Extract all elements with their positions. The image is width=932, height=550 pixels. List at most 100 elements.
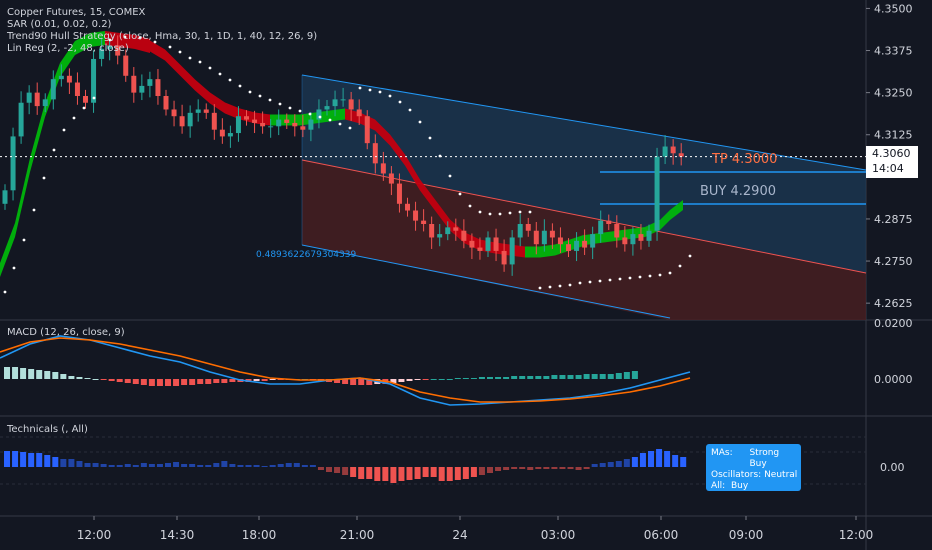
candle-body (549, 230, 555, 238)
candle-body (590, 234, 596, 248)
technicals-bar (398, 467, 405, 481)
candle-body (461, 230, 467, 241)
technicals-bar (4, 451, 10, 467)
technicals-bar (261, 466, 268, 467)
candle-body (107, 45, 113, 49)
candle-body (614, 224, 620, 238)
candle-body (292, 122, 298, 127)
sar-dot (448, 174, 452, 178)
hull-ribbon-segment (135, 35, 150, 53)
macd-histogram-bar (44, 371, 51, 379)
technicals-bar (100, 464, 107, 467)
candle-body (324, 106, 330, 110)
sar-legend[interactable]: SAR (0.01, 0.02, 0.2) (7, 19, 112, 30)
tech-tick-label: 0.00 (880, 461, 905, 474)
candle-body (517, 224, 523, 238)
candle-body (219, 129, 225, 137)
macd-histogram-bar (68, 376, 75, 379)
candle-body (74, 82, 80, 96)
hull-ribbon-segment (420, 179, 435, 211)
hull-ribbon-segment (435, 199, 450, 231)
sar-dot (318, 115, 322, 119)
candle-body (187, 112, 193, 127)
macd-histogram-bar (599, 374, 606, 379)
buy-label: BUY 4.2900 (700, 184, 776, 199)
technicals-bar (350, 467, 357, 477)
technicals-bar (92, 463, 99, 467)
macd-histogram-bar (28, 369, 35, 379)
technicals-bar (116, 465, 123, 467)
current-price-box: 4.3060 14:04 (866, 146, 918, 178)
technicals-bar (615, 461, 622, 467)
macd-histogram-bar (406, 379, 413, 381)
macd-histogram-bar (503, 377, 510, 379)
technicals-legend[interactable]: Technicals (, All) (7, 424, 88, 435)
candle-body (300, 126, 306, 130)
macd-histogram-bar (173, 379, 180, 386)
hull-ribbon-segment (390, 134, 405, 166)
macd-histogram-bar (181, 379, 188, 385)
hull-ribbon-segment (450, 219, 465, 244)
candle-body (396, 183, 402, 204)
technicals-bar (148, 464, 155, 467)
macd-histogram-bar (189, 379, 196, 385)
candle-body (211, 112, 217, 130)
sar-dot (32, 208, 36, 212)
macd-histogram-bar (92, 379, 99, 380)
candle-body (405, 203, 410, 211)
macd-histogram-bar (52, 372, 59, 379)
macd-line (0, 335, 691, 406)
candle-body (356, 109, 362, 117)
macd-histogram-bar (148, 379, 155, 386)
macd-histogram-bar (615, 373, 622, 379)
technicals-bar (68, 459, 75, 467)
macd-histogram-bar (60, 374, 67, 379)
candle-body (670, 146, 676, 154)
symbol-title[interactable]: Copper Futures, 15, COMEX (7, 7, 146, 18)
sar-dot (108, 38, 112, 42)
macd-signal-line (0, 337, 691, 403)
hull-ribbon-segment (670, 200, 683, 220)
technicals-bar (253, 465, 260, 467)
macd-histogram-bar (205, 379, 212, 384)
technicals-bar (406, 467, 413, 480)
macd-histogram-bar (567, 375, 574, 379)
macd-legend[interactable]: MACD (12, 26, close, 9) (7, 327, 125, 338)
technicals-bar (672, 455, 679, 467)
technicals-bar (639, 453, 646, 467)
macd-histogram-bar (583, 374, 590, 379)
sar-dot (288, 106, 292, 110)
hull-legend[interactable]: Trend90 Hull Strategy (close, Hma, 30, 1… (7, 31, 318, 42)
sar-dot (388, 94, 392, 98)
hull-ribbon-segment (525, 246, 540, 258)
candle-body (340, 99, 346, 101)
linreg-legend[interactable]: Lin Reg (2, -2, 48, close) (7, 43, 129, 54)
sar-dot (198, 60, 202, 64)
candle-body (276, 119, 282, 127)
macd-histogram-bar (342, 379, 349, 384)
tp-label: TP 4.3000 (712, 152, 778, 167)
macd-histogram-bar (20, 368, 27, 379)
technicals-bar (269, 465, 276, 467)
macd-histogram-bar (495, 377, 502, 379)
technicals-bar (422, 467, 429, 477)
candle-body (469, 240, 475, 248)
macd-histogram-bar (261, 379, 268, 381)
technicals-bar (583, 467, 590, 469)
technicals-bar (503, 467, 510, 470)
sar-dot (92, 96, 96, 100)
linreg-upper-channel (302, 75, 866, 273)
candle-body (638, 234, 644, 241)
time-tick-label: 21:00 (340, 528, 375, 542)
sar-dot (298, 109, 302, 113)
candle-body (380, 163, 386, 174)
technicals-bar (575, 467, 582, 470)
hull-ribbon-segment (345, 108, 360, 124)
sar-dot (72, 116, 76, 120)
candle-body (598, 220, 604, 235)
hull-ribbon-segment (195, 79, 210, 104)
tooltip-row-mas: MAs: Strong Buy (711, 448, 780, 469)
macd-histogram-bar (511, 376, 518, 379)
candle-body (606, 220, 612, 224)
